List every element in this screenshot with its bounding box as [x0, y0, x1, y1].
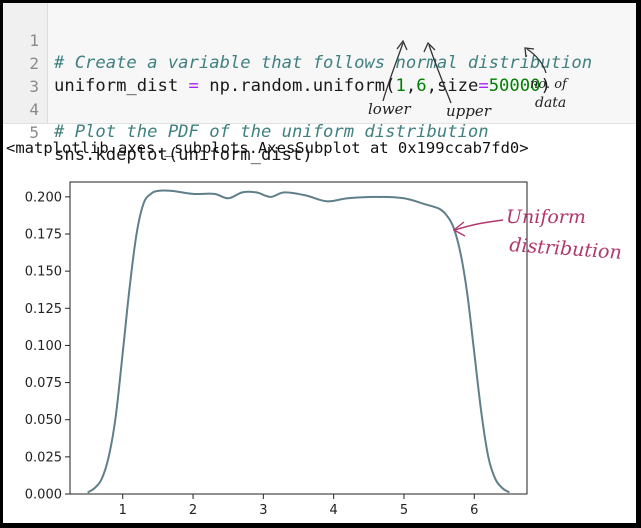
lower-annotation: lower	[368, 100, 411, 118]
arrow-head	[423, 41, 436, 53]
kw-equals: =	[478, 76, 489, 96]
output-repr: <matplotlib.axes._subplots.AxesSubplot a…	[6, 139, 529, 157]
kde-plot: 0.000 0.025 0.050 0.075 0.100 0.125 0.150 0.175…	[3, 178, 636, 523]
series-layer	[87, 189, 510, 494]
x-axis: 1 2 3 4 5 6	[119, 494, 478, 518]
code-line-3[interactable]: 3	[3, 52, 65, 96]
x-tick-label: 5	[400, 503, 408, 518]
y-tick-label: 0.200	[25, 190, 62, 205]
line-number: 3	[29, 77, 39, 96]
assign-operator: =	[178, 76, 210, 96]
chart-svg: 0.000 0.025 0.050 0.075 0.100 0.125 0.150 0.175…	[25, 181, 623, 518]
y-tick-label: 0.075	[25, 376, 62, 391]
x-tick-label: 6	[470, 503, 478, 518]
arrow-to-size	[526, 48, 547, 74]
code-line-5[interactable]: 5 sns.kdeplot(uniform_dist)	[3, 98, 312, 165]
code-text: uniform_dist = np.random.uniform(1,6,siz…	[54, 75, 551, 98]
arg-upper: 6	[416, 76, 427, 96]
uniform-annotation	[452, 219, 504, 237]
uniform-label-line2: distribution	[509, 234, 623, 264]
y-tick-label: 0.000	[25, 488, 62, 503]
close-paren: )	[540, 76, 551, 96]
y-tick-label: 0.025	[25, 450, 62, 465]
x-tick-label: 4	[330, 503, 338, 518]
size-annotation-line2: data	[535, 95, 567, 111]
comment-text: # Plot the PDF of the uniform distributi…	[54, 122, 489, 142]
code-line-1[interactable]: 1 # Create a variable that follows norma…	[3, 6, 592, 73]
y-tick-label: 0.175	[25, 228, 62, 243]
y-axis: 0.000 0.025 0.050 0.075 0.100 0.125 0.150 0.175…	[25, 190, 70, 503]
code-line-4[interactable]: 4 # Plot the PDF of the uniform distribu…	[3, 75, 488, 142]
line-number: 2	[29, 54, 39, 73]
y-tick-label: 0.050	[25, 413, 62, 428]
upper-annotation: upper	[446, 102, 491, 120]
arg-lower: 1	[395, 76, 406, 96]
notebook-frame: 1 # Create a variable that follows norma…	[3, 3, 636, 523]
line-number: 4	[29, 100, 39, 119]
x-tick-label: 3	[259, 503, 267, 518]
arrow-to-lower	[382, 42, 404, 102]
x-tick-label: 2	[189, 503, 197, 518]
arrow-to-upper	[428, 44, 452, 104]
arg-size: 50000	[488, 76, 541, 96]
arrow-head	[524, 47, 535, 58]
y-tick-label: 0.100	[25, 339, 62, 354]
code-text: sns.kdeplot(uniform_dist)	[54, 145, 313, 165]
kde-line	[87, 189, 510, 494]
comment-text: # Create a variable that follows normal …	[54, 53, 593, 73]
x-tick-label: 1	[119, 503, 127, 518]
arrow-head	[396, 39, 408, 51]
arg-separator: ,	[405, 76, 417, 96]
line-number: 5	[29, 123, 39, 142]
axes-frame	[69, 181, 528, 495]
pink-arrow-line	[454, 219, 504, 231]
handwritten-arrows	[382, 39, 547, 104]
uniform-label-line1: Uniform	[506, 206, 586, 228]
arg-separator: ,	[426, 76, 437, 96]
line-number-gutter	[3, 3, 48, 123]
y-tick-label: 0.125	[25, 302, 62, 317]
pink-arrow-head	[452, 221, 466, 237]
code-line-2[interactable]: 2 uniform_dist = np.random.uniform(1,6,s…	[3, 29, 550, 96]
y-tick-label: 0.150	[25, 265, 62, 280]
line-number: 1	[29, 31, 39, 50]
code-cell[interactable]: 1 # Create a variable that follows norma…	[3, 3, 636, 165]
function-call: np.random.uniform(	[209, 76, 396, 96]
variable-name: uniform_dist	[54, 76, 179, 96]
size-annotation-line1: no. of	[530, 77, 567, 92]
keyword-arg: size	[436, 76, 479, 96]
